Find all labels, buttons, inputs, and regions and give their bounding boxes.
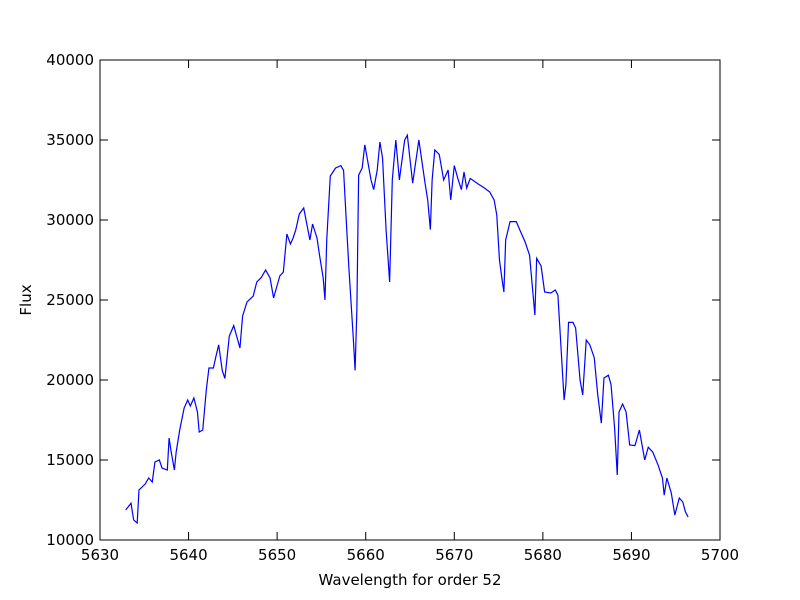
x-tick-label: 5650 [258,546,296,564]
plot-frame [99,59,721,541]
y-axis-label: Flux [17,284,35,315]
y-tick-label: 35000 [46,131,94,149]
x-axis-label: Wavelength for order 52 [319,571,502,589]
x-tick-label: 5630 [81,546,119,564]
y-tick-label: 15000 [46,451,94,469]
x-tick-label: 5670 [435,546,473,564]
spectrum-line [125,133,689,525]
x-tick-label: 5660 [347,546,385,564]
x-tick-label: 5680 [524,546,562,564]
y-tick-label: 10000 [46,531,94,549]
y-tick-label: 25000 [46,291,94,309]
x-tick-label: 5700 [701,546,739,564]
x-tick-label: 5690 [612,546,650,564]
y-tick-label: 40000 [46,51,94,69]
x-tick-label: 5640 [169,546,207,564]
y-tick-label: 20000 [46,371,94,389]
y-tick-label: 30000 [46,211,94,229]
